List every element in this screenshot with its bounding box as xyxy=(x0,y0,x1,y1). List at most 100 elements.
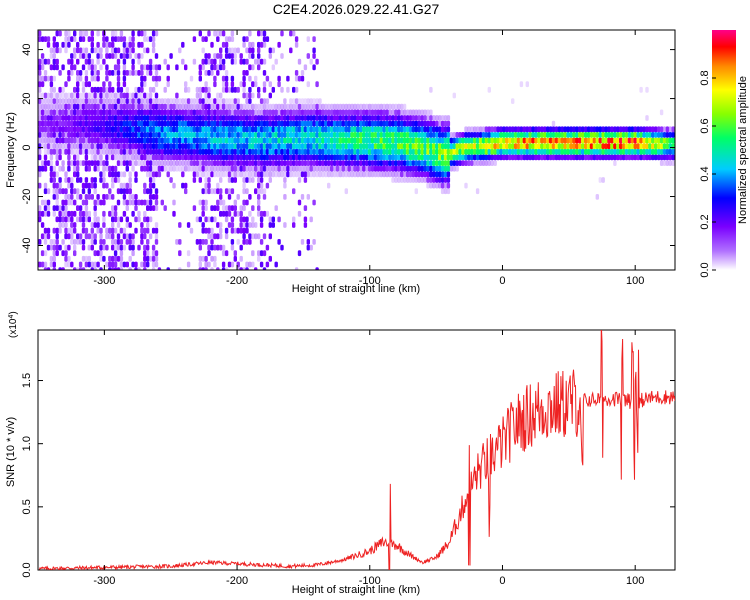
heatmap-cell xyxy=(286,86,290,93)
heatmap-cell xyxy=(70,58,74,65)
heatmap-cell xyxy=(370,148,375,155)
heatmap-cell xyxy=(99,244,103,251)
heatmap-cell xyxy=(87,64,91,71)
heatmap-cell xyxy=(224,132,229,138)
heatmap-cell xyxy=(64,233,68,240)
heatmap-cell xyxy=(297,199,302,206)
heatmap-cell xyxy=(251,177,255,183)
heatmap-cell xyxy=(324,143,328,150)
heatmap-cell xyxy=(186,126,191,133)
heatmap-cell xyxy=(435,126,439,133)
heatmap-cell xyxy=(262,188,267,195)
heatmap-cell xyxy=(143,120,147,127)
heatmap-cell xyxy=(303,103,308,110)
heatmap-cell xyxy=(160,143,164,150)
heatmap-cell xyxy=(239,165,243,172)
heatmap-cell xyxy=(257,233,261,240)
heatmap-cell xyxy=(516,148,521,155)
heatmap-cell xyxy=(105,70,109,76)
heatmap-cell xyxy=(297,137,302,144)
heatmap-cell xyxy=(420,165,424,172)
heatmap-cell xyxy=(233,205,237,211)
heatmap-cell xyxy=(379,126,383,133)
heatmap-cell xyxy=(198,132,202,138)
heatmap-cell xyxy=(344,165,348,172)
heatmap-cell xyxy=(61,120,65,127)
heatmap-cell xyxy=(122,210,127,217)
heatmap-cell xyxy=(233,171,237,178)
heatmap-cell xyxy=(341,154,345,161)
heatmap-cell xyxy=(376,137,381,144)
heatmap-cell xyxy=(178,137,182,144)
heatmap-cell xyxy=(496,137,500,144)
heatmap-cell xyxy=(318,143,322,150)
heatmap-cell xyxy=(508,132,512,138)
heatmap-cell xyxy=(636,148,640,155)
heatmap-cell xyxy=(268,216,272,223)
heatmap-cell xyxy=(294,109,299,116)
heatmap-cell xyxy=(440,177,445,183)
heatmap-cell xyxy=(289,103,293,110)
heatmap-cell xyxy=(280,148,284,155)
heatmap-cell xyxy=(184,120,188,127)
heatmap-cell xyxy=(429,143,433,150)
heatmap-cell xyxy=(61,216,65,223)
heatmap-cell xyxy=(166,126,170,133)
heatmap-cell xyxy=(213,103,217,110)
heatmap-cell xyxy=(400,165,404,172)
heatmap-cell xyxy=(265,148,270,155)
heatmap-cell xyxy=(391,171,395,178)
heatmap-cell xyxy=(259,58,264,65)
heatmap-cell xyxy=(248,233,252,240)
heatmap-cell xyxy=(315,148,319,155)
heatmap-cell xyxy=(262,154,267,161)
heatmap-cell xyxy=(662,154,667,161)
heatmap-cell xyxy=(408,171,413,178)
heatmap-cell xyxy=(219,103,223,110)
heatmap-cell xyxy=(201,137,205,144)
heatmap-cell xyxy=(108,261,112,268)
heatmap-cell xyxy=(551,120,556,127)
heatmap-cell xyxy=(236,154,240,161)
heatmap-cell xyxy=(76,115,80,121)
heatmap-cell xyxy=(134,109,138,116)
heatmap-cell xyxy=(245,227,249,234)
heatmap-cell xyxy=(327,137,331,144)
heatmap-cell xyxy=(359,171,363,178)
heatmap-cell xyxy=(84,160,89,166)
heatmap-cell xyxy=(408,148,413,155)
heatmap-cell xyxy=(233,210,237,217)
heatmap-cell xyxy=(391,137,395,144)
heatmap-cell xyxy=(151,267,156,270)
heatmap-cell xyxy=(73,171,77,178)
heatmap-cell xyxy=(189,132,194,138)
heatmap-cell xyxy=(659,132,664,138)
heatmap-cell xyxy=(76,47,80,54)
heatmap-cell xyxy=(251,41,255,48)
heatmap-cell xyxy=(210,171,214,178)
heatmap-cell xyxy=(356,160,360,166)
heatmap-cell xyxy=(426,132,430,138)
heatmap-cell xyxy=(105,41,109,48)
heatmap-cell xyxy=(645,154,649,161)
heatmap-cell xyxy=(93,126,97,133)
heatmap-cell xyxy=(128,239,132,245)
heatmap-cell xyxy=(341,165,345,172)
heatmap-cell xyxy=(99,148,103,155)
heatmap-cell xyxy=(508,137,512,144)
heatmap-cell xyxy=(569,132,573,138)
heatmap-cell xyxy=(105,103,109,110)
heatmap-cell xyxy=(67,41,71,48)
heatmap-cell xyxy=(128,188,132,195)
heatmap-cell xyxy=(213,137,217,144)
heatmap-cell xyxy=(356,126,360,133)
heatmap-cell xyxy=(140,222,144,228)
heatmap-cell xyxy=(64,47,68,54)
heatmap-cell xyxy=(64,92,68,99)
heatmap-cell xyxy=(251,171,255,178)
heatmap-cell xyxy=(128,137,132,144)
heatmap-cell xyxy=(359,165,363,172)
heatmap-cell xyxy=(46,109,51,116)
heatmap-cell xyxy=(592,137,597,144)
heatmap-cell xyxy=(408,109,413,116)
